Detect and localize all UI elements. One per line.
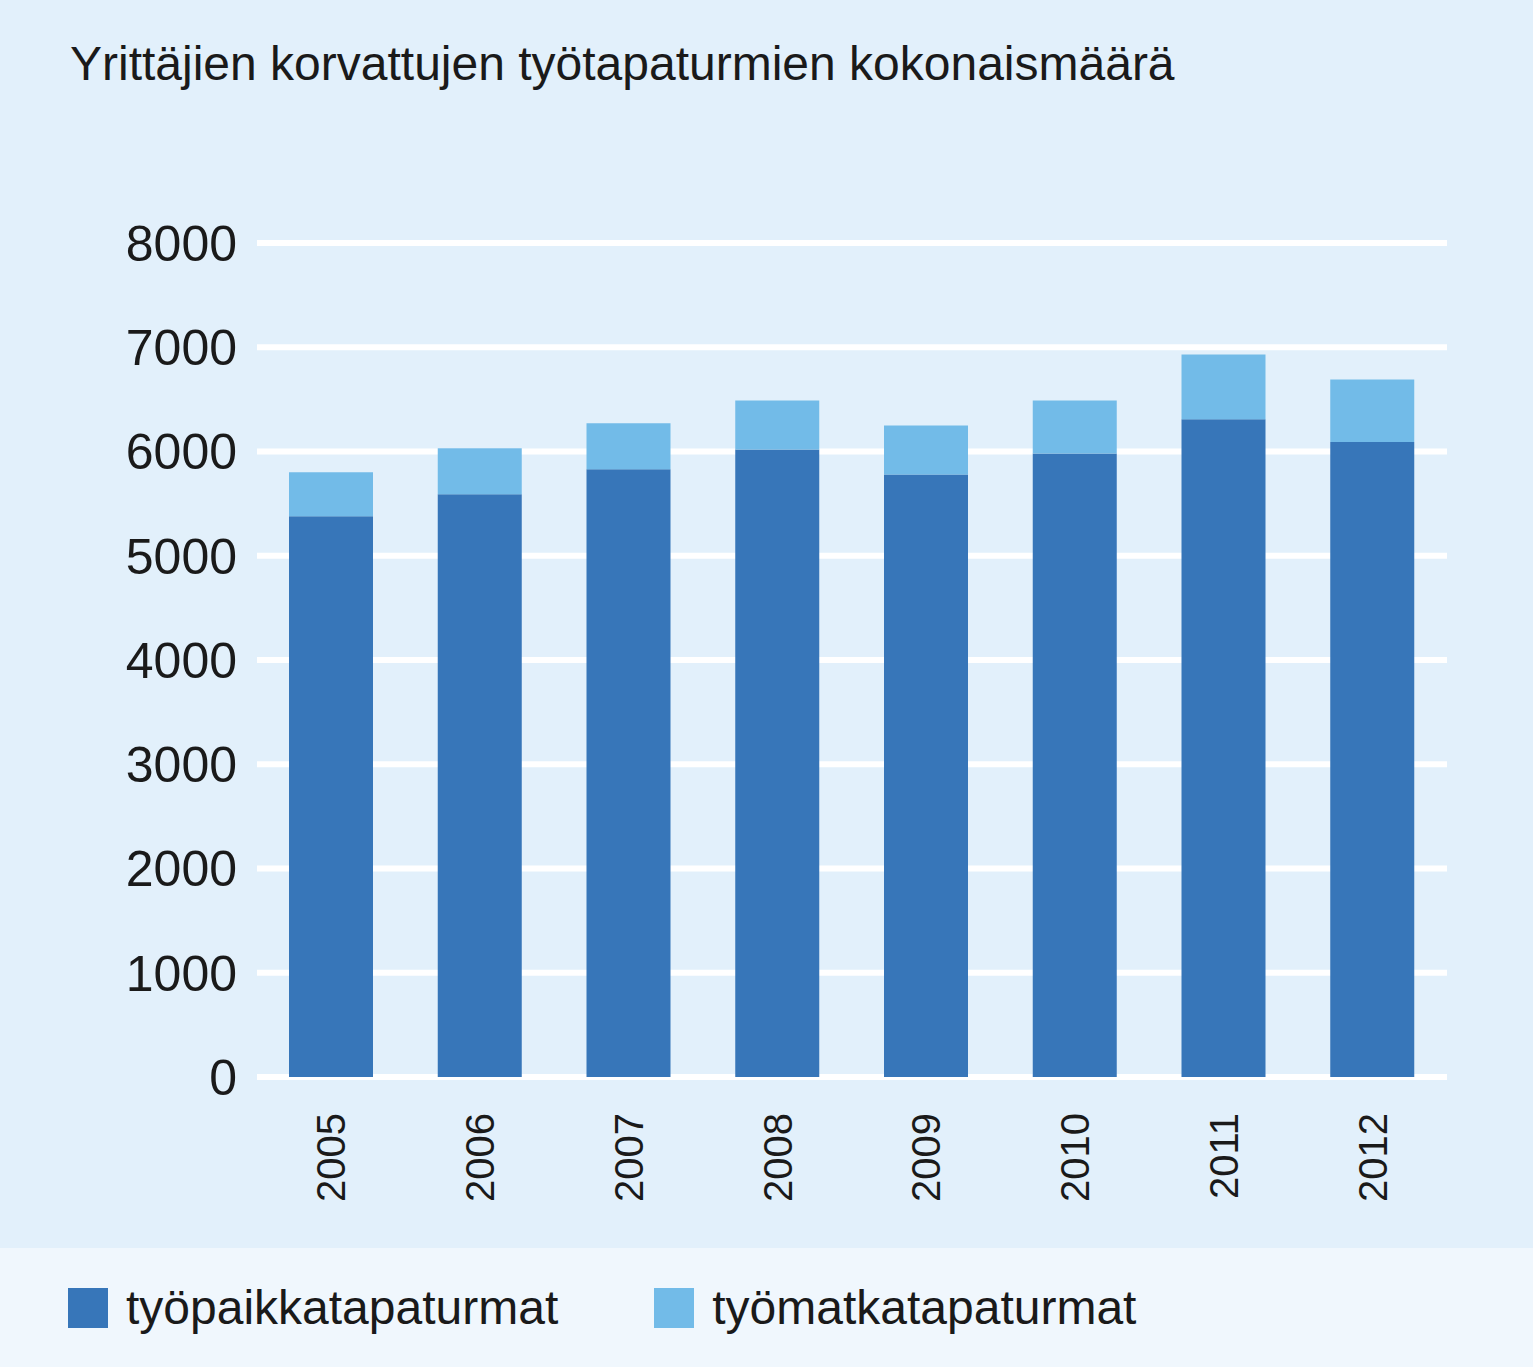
- svg-text:6000: 6000: [126, 424, 237, 480]
- svg-text:5000: 5000: [126, 529, 237, 585]
- svg-text:4000: 4000: [126, 633, 237, 689]
- html-text:Yrittäjien korvattujen työtapa: Yrittäjien korvattujen työtapaturmien ko…: [70, 37, 1175, 90]
- svg-text:2000: 2000: [126, 841, 237, 897]
- svg-text:7000: 7000: [126, 320, 237, 376]
- svg-text:2008: 2008: [756, 1113, 800, 1202]
- svg-text:0: 0: [209, 1050, 237, 1106]
- svg-text:2010: 2010: [1053, 1113, 1097, 1202]
- svg-text:8000: 8000: [126, 216, 237, 272]
- svg-text:2012: 2012: [1351, 1113, 1395, 1202]
- html-text:työmatkatapaturmat: työmatkatapaturmat: [712, 1281, 1137, 1334]
- svg-text:1000: 1000: [126, 946, 237, 1002]
- svg-text:2006: 2006: [458, 1113, 502, 1202]
- html-text:työpaikkatapaturmat: työpaikkatapaturmat: [126, 1281, 559, 1334]
- svg-text:2009: 2009: [904, 1113, 948, 1202]
- svg-text:3000: 3000: [126, 737, 237, 793]
- svg-text:2005: 2005: [309, 1113, 353, 1202]
- svg-text:2011: 2011: [1202, 1113, 1246, 1199]
- svg-text:2007: 2007: [607, 1113, 651, 1202]
